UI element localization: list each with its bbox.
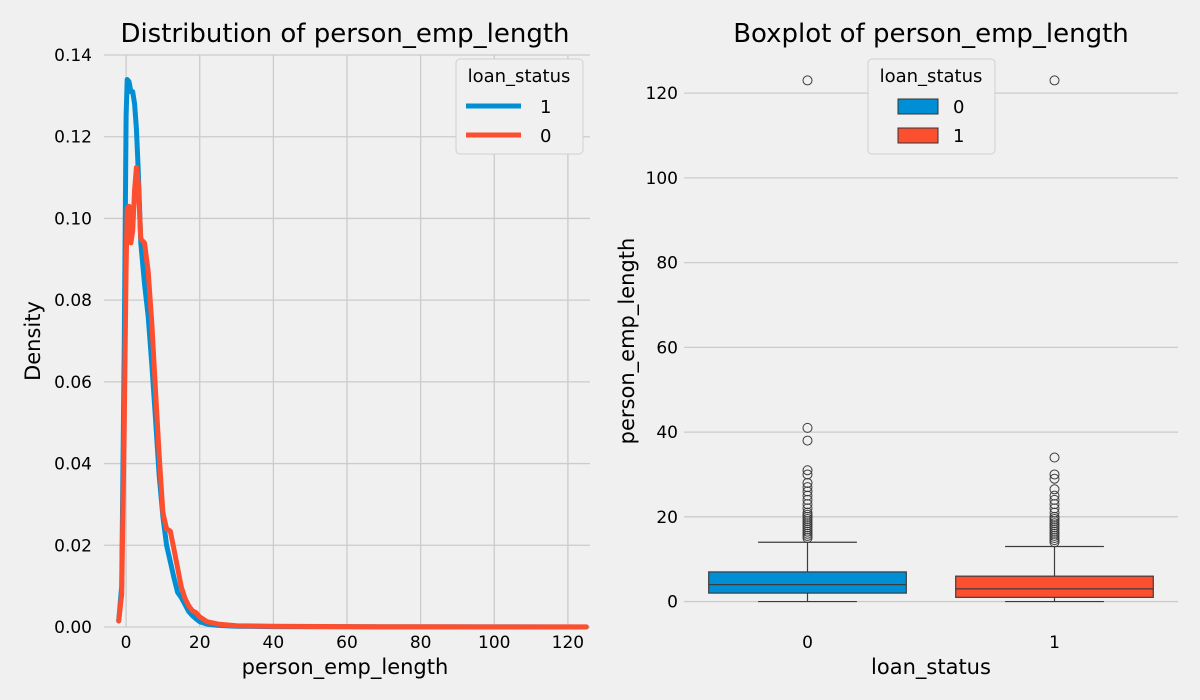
kde-x-tick-label: 0 [121,633,132,653]
outlier-point [802,503,813,514]
outlier-point [802,469,813,480]
kde-y-tick-label: 0.06 [54,373,92,393]
kde-x-tick-labels: 0 20 40 60 80 100 120 [121,633,584,653]
outlier-point [802,490,813,501]
boxplot-y-tick-label: 80 [656,254,678,274]
boxplot-y-axis-label: person_emp_length [615,238,640,445]
boxplot-title: Boxplot of person_emp_length [733,19,1129,49]
kde-x-tick-label: 100 [478,633,510,653]
iqr-box [708,571,907,594]
kde-y-tick-label: 0.04 [54,455,92,475]
kde-y-axis-label: Density [21,301,45,381]
kde-chart: 0.00 0.02 0.04 0.06 0.08 0.10 0.12 0.14 0 20 40 60… [21,19,590,680]
kde-y-tick-label: 0.00 [54,618,92,638]
kde-y-tick-label: 0.10 [54,209,92,229]
kde-x-tick-label: 20 [189,633,211,653]
kde-title: Distribution of person_emp_length [120,19,569,49]
kde-legend-label-1: 1 [540,97,551,118]
kde-y-tick-labels: 0.00 0.02 0.04 0.06 0.08 0.10 0.12 0.14 [54,46,92,638]
boxplot-legend-swatch-1 [897,127,939,144]
outlier-point [802,422,813,433]
outlier-point [1049,75,1060,86]
box-loan-status-0 [708,75,907,603]
kde-curves [116,77,589,630]
kde-x-tick-label: 60 [336,633,358,653]
kde-y-tick-label: 0.02 [54,536,92,556]
kde-x-tick-label: 80 [410,633,432,653]
kde-line-loan-status-0 [116,164,589,630]
boxplot-y-tick-label: 20 [656,508,678,528]
boxplot-y-tick-label: 120 [646,84,678,104]
kde-y-tick-label: 0.14 [54,46,92,66]
outlier-point [802,486,813,497]
outlier-point [1049,469,1060,480]
outlier-point [802,465,813,476]
outlier-point [802,477,813,488]
kde-y-tick-label: 0.12 [54,128,92,148]
outlier-point [1049,473,1060,484]
outlier-point [802,75,813,86]
outlier-point [1049,511,1060,522]
boxplot-x-tick-label: 0 [802,633,813,653]
boxplot-y-tick-label: 60 [656,338,678,358]
boxplot-legend-swatch-0 [897,98,939,115]
boxplot-y-tick-label: 0 [667,593,678,613]
kde-x-tick-label: 120 [552,633,584,653]
boxplot-x-axis-label: loan_status [871,655,991,680]
boxplot-x-tick-label: 1 [1049,633,1060,653]
outlier-point [1049,452,1060,463]
outlier-point [1049,490,1060,501]
box-loan-status-1 [955,75,1154,603]
outlier-point [802,507,813,518]
outlier-point [802,494,813,505]
outlier-point [1049,507,1060,518]
outlier-point [802,482,813,493]
outlier-point [1049,484,1060,495]
outlier-point [1049,499,1060,510]
boxplot-y-tick-label: 40 [656,423,678,443]
outlier-point [1049,494,1060,505]
kde-x-tick-label: 40 [263,633,285,653]
iqr-box [955,575,1154,598]
kde-legend-label-0: 0 [540,126,551,147]
outlier-point [802,435,813,446]
kde-legend: loan_status 1 0 [455,58,584,155]
outlier-point [802,499,813,510]
boxplot-legend-label-0: 0 [953,97,964,118]
boxplot-y-tick-labels: 0 20 40 60 80 100 120 [646,84,678,612]
outlier-point [1049,503,1060,514]
boxplot-legend-label-1: 1 [953,126,964,147]
boxplot-y-tick-label: 100 [646,169,678,189]
boxplot-boxes [708,75,1154,603]
boxplot-legend: loan_status 0 1 [867,58,996,155]
boxplot-legend-title: loan_status [880,66,983,87]
kde-legend-title: loan_status [468,66,571,87]
kde-y-tick-label: 0.08 [54,291,92,311]
kde-x-axis-label: person_emp_length [242,655,449,680]
